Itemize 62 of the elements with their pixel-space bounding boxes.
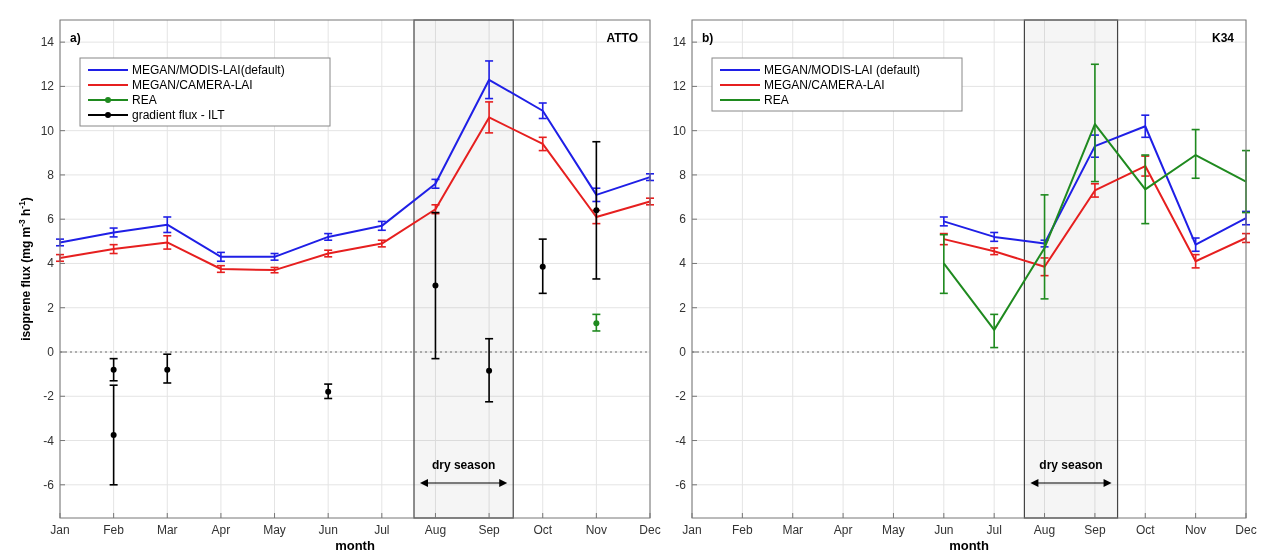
band-label: dry season	[1039, 458, 1103, 472]
y-tick-label: 4	[47, 256, 55, 271]
x-tick-label: Nov	[585, 523, 608, 537]
x-tick-label: Sep	[1084, 523, 1106, 537]
x-tick-label: Aug	[424, 523, 447, 537]
y-tick-label: 10	[672, 123, 687, 138]
y-tick-label: -4	[43, 433, 55, 448]
y-tick-label: 2	[47, 300, 55, 315]
x-tick-label: Apr	[833, 523, 853, 537]
y-tick-label: -2	[675, 389, 687, 404]
legend-label: MEGAN/CAMERA-LAI	[764, 78, 885, 92]
y-tick-label: 8	[47, 167, 55, 182]
x-tick-label: Jan	[50, 523, 70, 537]
x-tick-label: May	[882, 523, 905, 537]
x-tick-label: Feb	[732, 523, 754, 537]
band-label: dry season	[431, 458, 496, 472]
legend-label: MEGAN/CAMERA-LAI	[132, 78, 253, 92]
x-tick-label: Dec	[1235, 523, 1257, 537]
y-tick-label: 6	[679, 212, 687, 227]
annotation: ATTO	[606, 31, 638, 45]
y-tick-label: 6	[47, 212, 55, 227]
y-tick-label: 8	[679, 167, 687, 182]
legend-label: MEGAN/MODIS-LAI(default)	[132, 63, 285, 77]
y-tick-label: -6	[43, 477, 55, 492]
annotation: b)	[702, 31, 714, 45]
x-tick-label: Jun	[934, 523, 954, 537]
y-tick-label: 0	[679, 345, 687, 359]
x-tick-label: Jun	[318, 523, 338, 537]
y-tick-label: -4	[675, 433, 687, 448]
y-tick-label: 0	[47, 345, 55, 359]
y-tick-label: 10	[40, 123, 55, 138]
y-tick-label: 14	[40, 35, 55, 50]
y-tick-label: 4	[679, 256, 687, 271]
x-axis-title: month	[949, 538, 989, 553]
x-tick-label: May	[263, 523, 286, 537]
x-tick-label: Aug	[1033, 523, 1056, 537]
y-tick-label: 2	[679, 300, 687, 315]
line-series	[942, 165, 1247, 268]
x-tick-label: Sep	[478, 523, 501, 537]
y-tick-label: -2	[43, 389, 55, 404]
x-tick-label: Oct	[533, 523, 553, 537]
x-tick-label: Dec	[639, 523, 661, 537]
x-tick-label: Mar	[782, 523, 804, 537]
x-axis-title: month	[335, 538, 375, 553]
x-tick-label: Jul	[374, 523, 390, 537]
x-tick-label: Feb	[103, 523, 125, 537]
y-tick-label: 12	[40, 79, 55, 94]
y-tick-label: 14	[672, 35, 687, 50]
x-tick-label: Nov	[1184, 523, 1207, 537]
legend-label: MEGAN/MODIS-LAI (default)	[764, 63, 921, 77]
x-tick-label: Mar	[156, 523, 178, 537]
legend-label: gradient flux - ILT	[132, 108, 226, 122]
y-tick-label: 12	[672, 79, 687, 94]
x-tick-label: Apr	[211, 523, 231, 537]
legend-label: REA	[132, 93, 157, 107]
x-tick-label: Oct	[1135, 523, 1156, 537]
x-tick-label: Jan	[682, 523, 702, 537]
annotation: a)	[70, 31, 81, 45]
legend-label: REA	[764, 93, 789, 107]
y-tick-label: -6	[675, 477, 687, 492]
x-tick-label: Jul	[986, 523, 1002, 537]
annotation: K34	[1211, 31, 1235, 45]
